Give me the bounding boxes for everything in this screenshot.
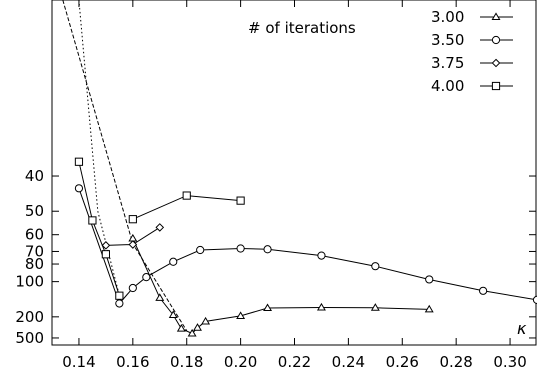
data-point-square [128, 215, 137, 224]
data-point-diamond [155, 223, 165, 232]
legend-marker-diamond [491, 58, 501, 68]
data-point-square [182, 191, 191, 200]
series-triangle [128, 233, 434, 337]
data-point-triangle [187, 328, 197, 337]
x-axis: 0.14 0.16 0.18 0.20 0.22 0.24 0.26 0.28 0.30 [62, 0, 527, 371]
iterations-annotation: # of iterations [248, 19, 356, 37]
series-line [78, 161, 120, 296]
data-point-circle [425, 275, 434, 284]
data-point-diamond [101, 241, 111, 250]
data-point-triangle [263, 303, 273, 312]
x-tick-label: 0.24 [332, 353, 365, 371]
x-tick-label: 0.30 [493, 353, 526, 371]
series-square [74, 157, 124, 300]
data-point-square [74, 157, 84, 166]
data-point-diamond [128, 240, 138, 249]
series-line [78, 188, 537, 305]
legend-label: 3.00 [431, 8, 464, 26]
y-tick-label: 40 [25, 167, 44, 185]
data-point-square [101, 250, 110, 259]
y-tick-label: 200 [15, 308, 44, 326]
legend-marker-circle [491, 35, 501, 45]
data-point-triangle [316, 302, 326, 311]
data-point-triangle [236, 311, 246, 319]
data-point-circle [74, 184, 84, 193]
data-point-circle [371, 262, 380, 271]
data-point-triangle [155, 293, 165, 301]
data-point-circle [115, 299, 124, 308]
series-diamond [101, 223, 165, 250]
series-line [132, 238, 430, 335]
data-point-triangle [201, 316, 211, 325]
x-tick-label: 0.16 [116, 353, 149, 371]
data-point-triangle [168, 310, 178, 319]
y-tick-label: 50 [25, 202, 44, 220]
legend-label: 3.50 [431, 31, 464, 49]
y-tick-label: 70 [25, 242, 44, 260]
data-point-triangle [424, 304, 434, 313]
data-point-circle [142, 273, 151, 282]
x-tick-label: 0.28 [439, 353, 472, 371]
data-point-circle [317, 251, 326, 260]
dotted-guide-line [78, 0, 120, 296]
data-point-circle [263, 245, 272, 254]
data-point-square [115, 291, 124, 300]
y-tick-label: 80 [25, 255, 44, 273]
data-point-circle [236, 244, 245, 253]
data-point-circle [532, 295, 537, 304]
data-point-circle [479, 286, 488, 295]
series-layer [74, 157, 537, 337]
legend-label: 4.00 [431, 77, 464, 95]
data-point-square [236, 196, 245, 205]
data-point-triangle [176, 323, 186, 332]
legend-marker-triangle [491, 12, 501, 21]
x-tick-label: 0.18 [170, 353, 203, 371]
x-tick-label: 0.22 [278, 353, 311, 371]
data-point-triangle [193, 323, 202, 331]
x-tick-label: 0.14 [62, 353, 95, 371]
series-square [128, 191, 245, 224]
legend-marker-square [491, 81, 501, 91]
series-circle [74, 184, 537, 308]
y-tick-label: 100 [15, 273, 44, 291]
data-point-circle [169, 257, 178, 266]
legend: 3.00 3.50 3.75 4.00 [431, 8, 513, 95]
data-point-circle [128, 283, 137, 293]
data-point-circle [196, 245, 205, 255]
x-tick-label: 0.20 [224, 353, 257, 371]
plot-frame [51, 0, 537, 346]
y-tick-label: 500 [15, 329, 44, 347]
data-point-triangle [370, 303, 380, 311]
y-tick-label: 60 [25, 226, 44, 244]
x-tick-label: 0.26 [386, 353, 419, 371]
legend-label: 3.75 [431, 54, 464, 72]
x-axis-label: κ [517, 319, 527, 338]
data-point-square [88, 216, 97, 225]
data-point-triangle [128, 233, 138, 242]
